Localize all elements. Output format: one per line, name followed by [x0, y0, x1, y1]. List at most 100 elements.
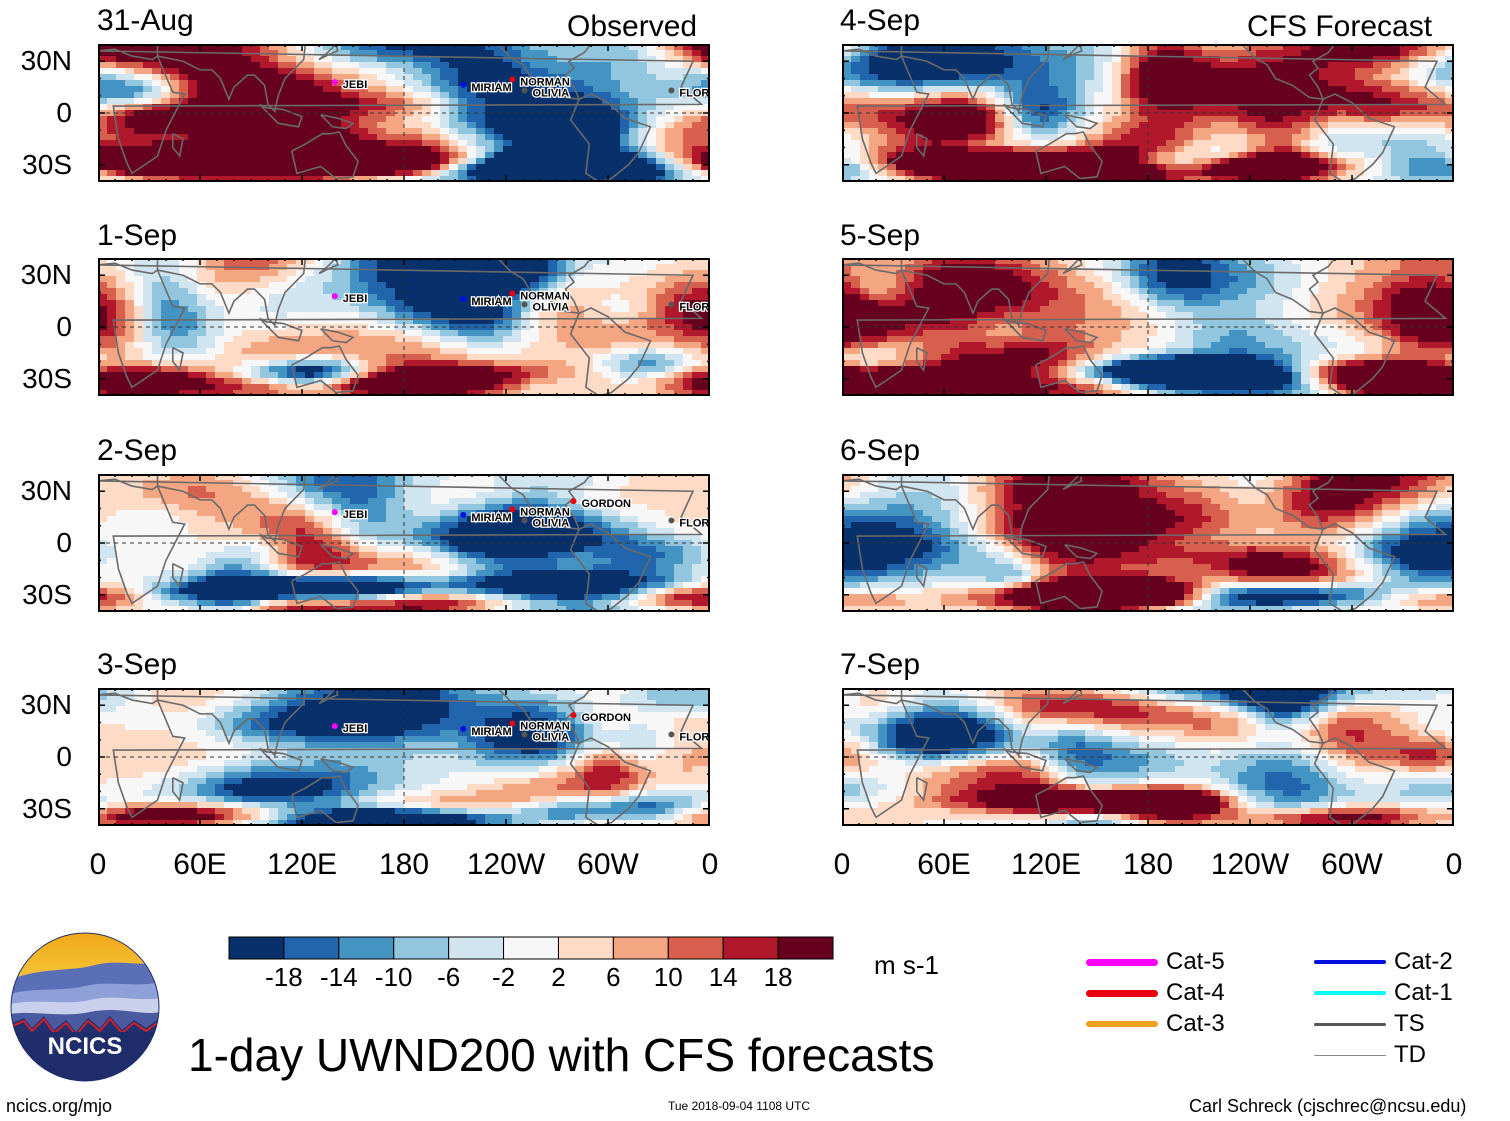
storm-label-florence: FLORENCE [679, 87, 710, 99]
date-label-fc-1: 5-Sep [840, 219, 921, 252]
legend-line-cat-1 [1314, 991, 1386, 995]
lat-label: 30N [20, 475, 72, 507]
coastlines [98, 688, 704, 826]
storm-track-marker [509, 76, 516, 83]
storm-label-olivia: OLIVIA [533, 731, 570, 743]
storm-track-marker [668, 87, 675, 94]
storm-label-jebi: JEBI [343, 79, 367, 91]
storm-track-marker [570, 498, 577, 505]
units-label: m s-1 [874, 950, 939, 980]
storm-track-marker [460, 511, 467, 518]
lat-label: 30S [22, 792, 72, 824]
date-label-obs-3: 3-Sep [97, 648, 178, 681]
lat-label: 0 [56, 527, 72, 558]
storm-label-gordon: GORDON [581, 498, 631, 510]
storm-label-jebi: JEBI [343, 509, 367, 521]
storm-track-marker [668, 731, 675, 738]
lat-label: 30S [22, 578, 72, 610]
storm-label-norman: NORMAN [520, 720, 570, 732]
date-label-obs-1: 1-Sep [97, 219, 178, 252]
colorbar-swatch [283, 936, 340, 960]
colorbar-swatch [612, 936, 669, 960]
lon-label: 0 [833, 848, 851, 881]
panel-frame [98, 474, 710, 612]
colorbar-swatch [777, 936, 834, 960]
storm-track-marker [668, 301, 675, 308]
storm-label-florence: FLORENCE [679, 301, 710, 313]
storm-label-olivia: OLIVIA [533, 301, 570, 313]
storm-track-marker [509, 290, 516, 297]
storm-label-miriam: MIRIAM [471, 296, 511, 308]
colorbar-swatch [448, 936, 505, 960]
colorbar-swatch [557, 936, 614, 960]
main-title: 1-day UWND200 with CFS forecasts [188, 1029, 935, 1081]
lon-label: 120W [466, 848, 546, 881]
legend-label: TD [1394, 1041, 1426, 1068]
map-panel-forecast-1 [842, 258, 1454, 396]
storm-track-marker [570, 712, 577, 719]
date-label-fc-3: 7-Sep [840, 648, 921, 681]
legend-label: Cat-5 [1166, 948, 1225, 975]
colorbar-tick-label: -18 [265, 962, 303, 992]
colorbar-swatch [722, 936, 779, 960]
colorbar-tick-label: 10 [653, 962, 683, 992]
map-panel-forecast-0 [842, 44, 1454, 182]
colorbar-tick-label: -6 [437, 962, 461, 992]
lat-label: 0 [56, 741, 72, 772]
storm-label-norman: NORMAN [520, 76, 570, 88]
legend-label: Cat-1 [1394, 979, 1453, 1006]
lon-label: 60W [577, 848, 639, 881]
storm-track-marker [509, 506, 516, 513]
colorbar-tick-label: -2 [491, 962, 516, 992]
legend-line-cat-2 [1314, 960, 1386, 964]
colorbar-swatch [667, 936, 724, 960]
storm-track-marker [668, 517, 675, 524]
footer-timestamp: Tue 2018-09-04 1108 UTC [668, 1099, 811, 1113]
legend-label: Cat-2 [1394, 948, 1453, 975]
legend-line-ts [1314, 1022, 1386, 1026]
lon-label: 120E [1010, 848, 1082, 881]
date-label-fc-0: 4-Sep [840, 4, 921, 37]
logo-text: NCICS [48, 1033, 123, 1060]
date-label-fc-2: 6-Sep [840, 434, 921, 467]
panel-frame [98, 688, 710, 826]
storm-label-gordon: GORDON [581, 712, 631, 724]
storm-label-miriam: MIRIAM [471, 726, 511, 738]
lat-label: 30N [20, 689, 72, 721]
colorbar-swatch [228, 936, 285, 960]
coastlines [842, 474, 1448, 612]
storm-label-miriam: MIRIAM [471, 82, 511, 94]
colorbar-tick-label: 6 [606, 962, 621, 992]
lon-label: 120W [1210, 848, 1290, 881]
storm-track-marker [331, 79, 338, 86]
lat-label: 30S [22, 362, 72, 394]
panel-frame [98, 258, 710, 396]
legend-line-cat-5 [1086, 958, 1158, 966]
lon-label: 0 [1445, 848, 1463, 881]
coastlines [842, 258, 1448, 396]
date-label-obs-0: 31-Aug [97, 4, 194, 37]
colorbar-tick-label: -14 [320, 962, 358, 992]
storm-track-marker [509, 720, 516, 727]
storm-track-marker [460, 81, 467, 88]
colorbar-tick-label: 2 [551, 962, 566, 992]
storm-label-miriam: MIRIAM [471, 512, 511, 524]
colorbar-tick-label: 14 [708, 962, 738, 992]
legend-line-td [1314, 1054, 1386, 1056]
wind-field [98, 688, 710, 826]
colorbar-swatch [393, 936, 450, 960]
colorbar-tick-label: 18 [763, 962, 793, 992]
colorbar [228, 936, 834, 960]
wind-field [98, 44, 710, 182]
legend-label: TS [1394, 1010, 1425, 1037]
lat-label: 30N [20, 259, 72, 291]
ncics-logo: NCICS [10, 932, 160, 1082]
storm-label-norman: NORMAN [520, 506, 570, 518]
storm-label-olivia: OLIVIA [533, 517, 570, 529]
panel-frame [842, 258, 1454, 396]
wind-field [842, 258, 1454, 396]
